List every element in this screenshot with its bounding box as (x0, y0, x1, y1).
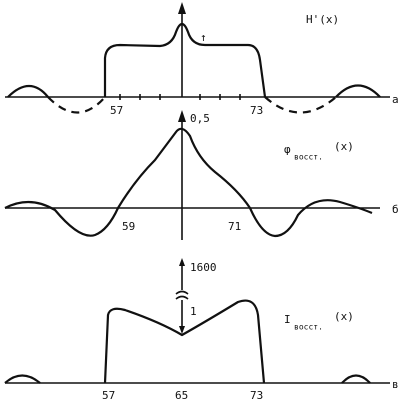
panel-c: 57 65 73 1600 1 I восст. (x) в (4, 258, 399, 402)
curve (103, 299, 266, 384)
curve-dashed (47, 96, 106, 114)
axis-bottom: 1 (190, 305, 197, 318)
panel-letter: а (392, 93, 399, 106)
panel-b: 59 71 0,5 φ восст. (x) б (4, 110, 399, 240)
arrow-head (179, 258, 185, 266)
panel-letter: б (392, 203, 399, 216)
curve (341, 374, 371, 384)
tick-label: 59 (122, 220, 135, 233)
curve (4, 127, 373, 238)
tick-label: 73 (250, 389, 263, 402)
curve (7, 84, 49, 98)
curve-subscript: восст. (294, 153, 323, 162)
curve-label: φ (284, 143, 291, 156)
panel-a: 57 73 ↑ H'(x) а (5, 2, 399, 117)
curve-dashed (264, 96, 337, 114)
tick-label: 73 (250, 104, 263, 117)
axis-break (175, 262, 189, 330)
curve-label: H'(x) (306, 13, 339, 26)
curve (4, 374, 41, 384)
curve (103, 22, 267, 98)
arrow-head (179, 326, 185, 334)
marker: ↑ (200, 31, 207, 44)
axis-value: 0,5 (190, 112, 210, 125)
arrow-head (178, 2, 186, 14)
curve-argument: (x) (334, 140, 354, 153)
tick-label: 65 (175, 389, 188, 402)
tick-label: 57 (102, 389, 115, 402)
curve (335, 84, 381, 98)
tick-label: 71 (228, 220, 241, 233)
tick-label: 57 (110, 104, 123, 117)
panel-letter: в (392, 378, 399, 391)
curve-label: I (284, 313, 291, 326)
ticks (119, 94, 241, 100)
arrow-head (178, 110, 186, 122)
axis-top: 1600 (190, 261, 217, 274)
curve-subscript: восст. (294, 323, 323, 332)
curve-argument: (x) (334, 310, 354, 323)
